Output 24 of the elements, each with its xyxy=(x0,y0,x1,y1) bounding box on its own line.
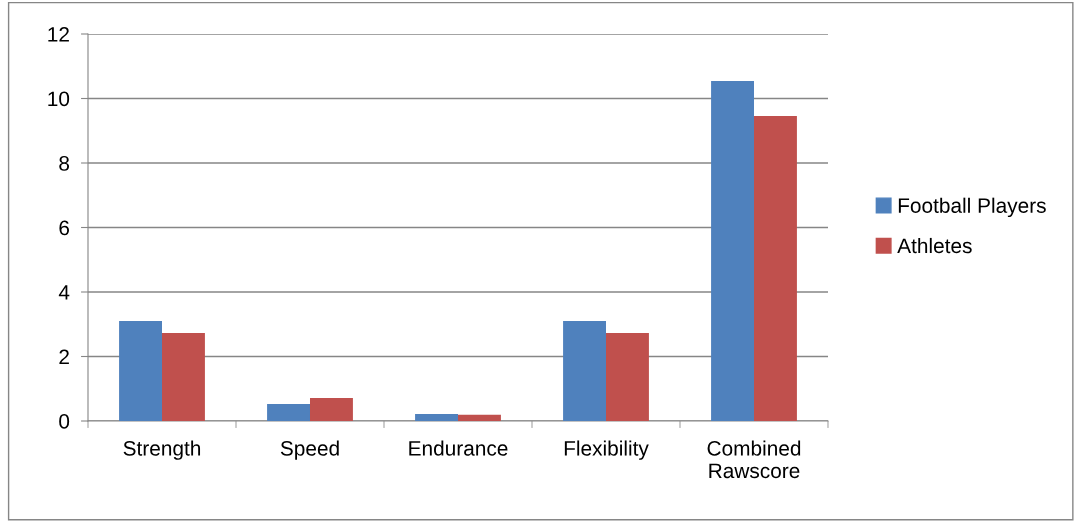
y-tick-label: 0 xyxy=(59,414,70,429)
x-tick-label: Combined Rawscore xyxy=(707,440,801,479)
bar xyxy=(458,414,501,421)
y-tick-label: 6 xyxy=(59,220,70,236)
bar xyxy=(415,413,458,421)
bar xyxy=(267,403,310,421)
bar xyxy=(711,81,754,421)
legend-label: Athletes xyxy=(897,237,972,254)
x-tick-label: Strength xyxy=(123,440,201,460)
y-tick-label: 8 xyxy=(59,156,70,171)
bar xyxy=(563,321,606,421)
x-tick-label: Endurance xyxy=(409,440,508,456)
y-tick-label: 12 xyxy=(48,27,69,42)
y-tick-label: 2 xyxy=(59,349,69,365)
bar xyxy=(310,398,353,421)
y-tick-label: 10 xyxy=(48,91,70,107)
legend-label: Football Players xyxy=(898,197,1046,218)
x-tick-label: Flexibility xyxy=(564,440,649,460)
bar xyxy=(606,332,649,421)
x-tick-label: Speed xyxy=(280,440,339,460)
y-tick-label: 4 xyxy=(58,285,70,300)
bar xyxy=(162,332,205,421)
bar xyxy=(754,115,797,421)
bar xyxy=(119,321,162,421)
